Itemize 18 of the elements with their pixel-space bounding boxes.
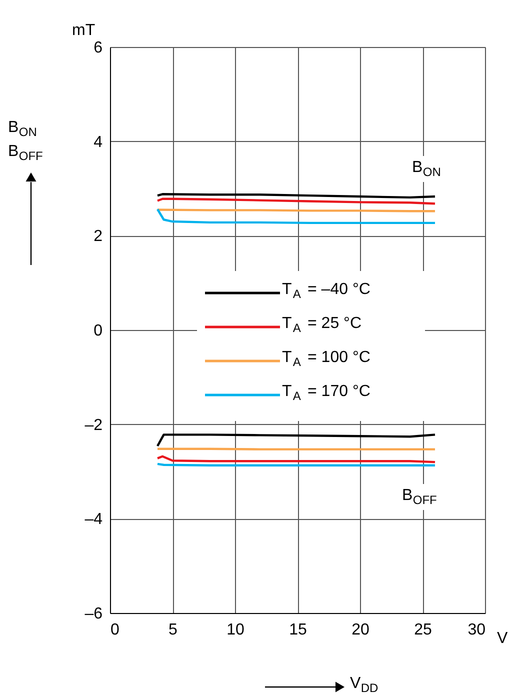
x-tick-label: 25 [414,622,432,638]
line-series [156,434,436,448]
y-tick-label: 4 [94,134,103,151]
y-tick-label: –6 [84,606,103,622]
x-tick-label: 30 [468,622,486,638]
x-tick-label: 20 [352,622,370,638]
y-tick-label: 6 [94,40,103,56]
y-tick-label: 2 [94,228,103,246]
y-tick-label: –4 [84,511,103,528]
x-tick-label: 5 [168,622,178,638]
x-tick-label: 0 [110,622,120,638]
x-tick-label: 10 [226,622,244,638]
y-tick-label: 0 [94,322,103,340]
text: V [497,630,508,647]
y-tick-label: –2 [84,416,103,434]
x-tick-label: 15 [289,622,307,638]
line-series [156,208,436,224]
text: mT [72,22,96,39]
